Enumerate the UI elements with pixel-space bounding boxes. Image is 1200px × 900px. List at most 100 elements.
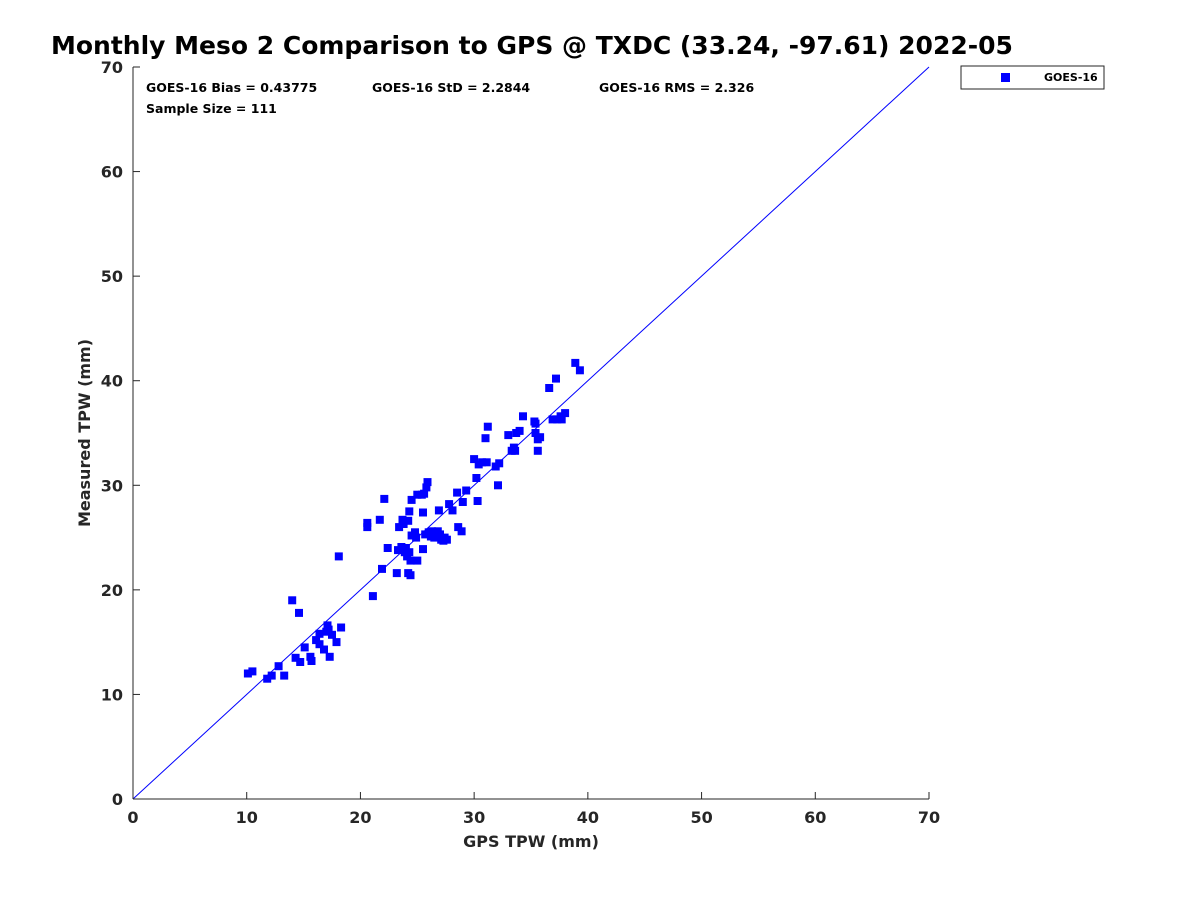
data-point xyxy=(458,498,467,506)
legend-marker xyxy=(1001,73,1010,82)
data-point xyxy=(397,543,406,551)
data-point xyxy=(412,533,421,542)
data-point xyxy=(413,556,422,565)
data-point xyxy=(439,536,448,545)
x-tick-label: 70 xyxy=(918,808,940,827)
data-point xyxy=(419,545,427,554)
data-point xyxy=(423,478,432,487)
data-point xyxy=(531,429,540,437)
data-point xyxy=(400,548,409,557)
data-point xyxy=(561,409,570,418)
data-point xyxy=(483,422,492,431)
data-point xyxy=(375,515,384,524)
data-point xyxy=(399,520,408,528)
data-point xyxy=(481,434,490,443)
data-point xyxy=(398,515,407,524)
data-point xyxy=(445,500,454,509)
data-point xyxy=(325,652,334,661)
data-point xyxy=(401,544,410,552)
x-ticks: 0 10 20 30 40 50 60 70 xyxy=(127,792,940,827)
data-point xyxy=(307,657,316,665)
data-point xyxy=(300,643,309,652)
y-ticks: 0 10 20 30 40 50 60 70 xyxy=(101,58,140,809)
y-tick-label: 30 xyxy=(101,476,123,495)
data-point xyxy=(470,455,479,464)
data-point xyxy=(288,596,297,605)
data-point xyxy=(519,412,527,421)
stat-bias: GOES-16 Bias = 0.43775 xyxy=(146,80,317,95)
data-point xyxy=(291,653,300,662)
x-tick-label: 50 xyxy=(690,808,712,827)
data-point xyxy=(274,662,283,671)
data-point xyxy=(453,488,462,497)
data-point xyxy=(315,629,324,638)
data-point xyxy=(248,667,257,676)
data-point xyxy=(363,518,372,527)
data-point xyxy=(552,374,560,383)
y-tick-label: 20 xyxy=(101,581,123,600)
data-point xyxy=(462,486,471,495)
y-axis-label: Measured TPW (mm) xyxy=(75,339,94,527)
data-point xyxy=(557,415,566,424)
legend: GOES-16 xyxy=(960,65,1105,90)
data-point xyxy=(511,446,520,455)
data-point xyxy=(536,433,545,442)
data-point xyxy=(548,415,557,424)
y-tick-label: 70 xyxy=(101,58,123,77)
y-tick-label: 40 xyxy=(101,372,123,391)
data-point xyxy=(472,474,481,482)
data-point xyxy=(426,532,435,541)
x-tick-label: 20 xyxy=(349,808,371,827)
data-point xyxy=(515,426,524,435)
data-point xyxy=(405,507,414,516)
data-point xyxy=(448,506,457,515)
data-point xyxy=(531,419,540,428)
data-point xyxy=(280,671,289,680)
data-point xyxy=(392,569,401,578)
data-point xyxy=(411,528,419,537)
x-tick-label: 10 xyxy=(236,808,258,827)
data-point xyxy=(263,674,272,683)
data-point xyxy=(378,564,386,573)
data-point xyxy=(267,671,276,680)
data-point xyxy=(395,523,404,532)
data-point xyxy=(407,495,416,504)
stat-std: GOES-16 StD = 2.2844 xyxy=(372,80,530,95)
data-point xyxy=(380,494,389,503)
stat-sample-size: Sample Size = 111 xyxy=(146,101,277,116)
data-point xyxy=(296,658,305,666)
data-point xyxy=(315,640,324,649)
data-point xyxy=(478,458,487,467)
data-point xyxy=(243,669,252,678)
x-tick-label: 30 xyxy=(463,808,485,827)
data-point xyxy=(494,481,502,490)
data-point xyxy=(324,625,333,634)
x-tick-label: 60 xyxy=(804,808,826,827)
data-point xyxy=(575,366,584,375)
y-tick-label: 50 xyxy=(101,267,123,286)
data-point xyxy=(420,489,429,498)
legend-label: GOES-16 xyxy=(1044,71,1098,84)
x-axis-label: GPS TPW (mm) xyxy=(463,832,599,851)
x-tick-label: 0 xyxy=(127,808,138,827)
data-point xyxy=(306,652,315,661)
data-point xyxy=(495,459,504,468)
data-point xyxy=(571,358,580,367)
data-point xyxy=(323,621,332,630)
data-point xyxy=(406,571,415,580)
data-point xyxy=(454,523,463,532)
legend-box xyxy=(960,65,1105,90)
data-point xyxy=(545,384,554,392)
chart-title: Monthly Meso 2 Comparison to GPS @ TXDC … xyxy=(51,31,1013,60)
data-point xyxy=(405,548,414,557)
data-point xyxy=(363,523,372,532)
data-point xyxy=(533,446,542,455)
data-point xyxy=(368,592,377,601)
x-tick-label: 40 xyxy=(577,808,599,827)
data-point xyxy=(504,431,513,440)
y-tick-label: 0 xyxy=(112,790,123,809)
y-tick-label: 10 xyxy=(101,685,123,704)
data-point xyxy=(473,497,482,505)
data-point xyxy=(419,508,427,517)
y-tick-label: 60 xyxy=(101,163,123,182)
